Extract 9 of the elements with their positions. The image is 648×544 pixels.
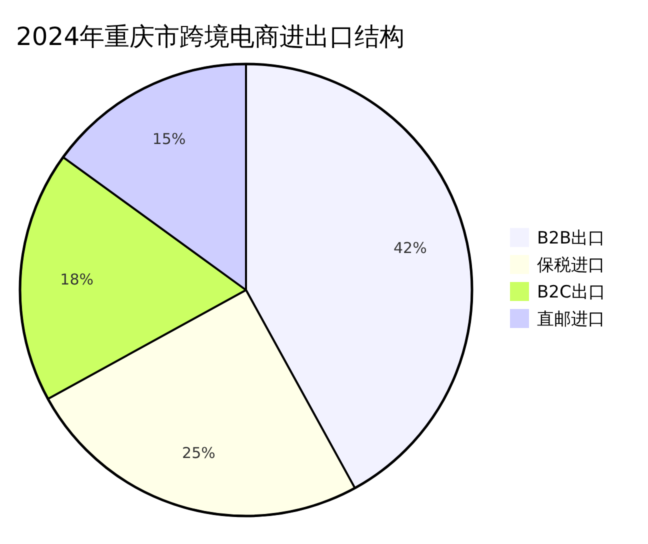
legend-label: B2C出口 (537, 282, 606, 302)
legend-label: 保税进口 (537, 256, 605, 276)
data-label: 25% (182, 444, 216, 462)
data-label: 42% (394, 238, 427, 257)
data-label: 15% (152, 130, 186, 148)
legend-label: B2B出口 (537, 228, 606, 248)
chart-title: 2024年重庆市跨境电商进出口结构 (16, 22, 405, 51)
legend-label: 直邮进口 (537, 310, 605, 330)
data-label: 18% (60, 270, 94, 288)
